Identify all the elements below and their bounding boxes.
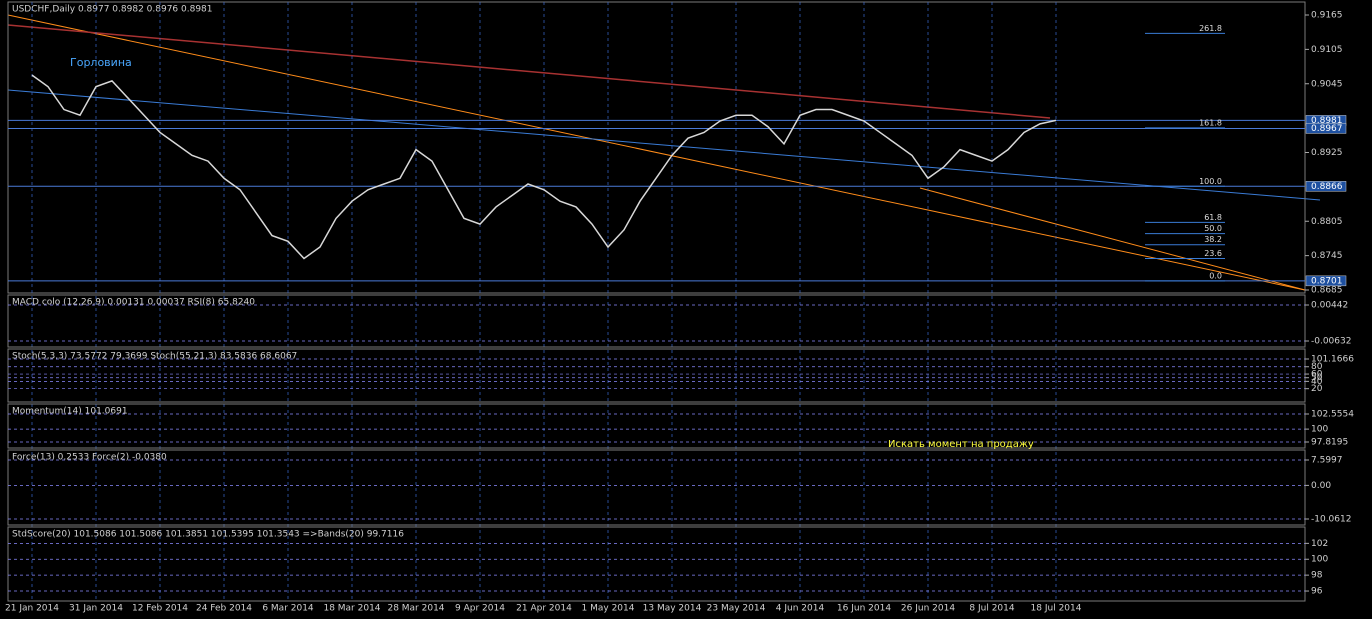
pane-title: USDCHF,Daily 0.8977 0.8982 0.8976 0.8981: [12, 5, 213, 15]
y-tick-label: 80: [1311, 362, 1323, 372]
x-tick-label: 12 Feb 2014: [132, 604, 188, 614]
x-tick-label: 6 Mar 2014: [262, 604, 314, 614]
y-tick-label: 0.9165: [1311, 11, 1343, 21]
fib-label: 261.8: [1199, 24, 1222, 33]
y-tick-label: 40: [1311, 377, 1323, 387]
fib-label: 100.0: [1199, 177, 1222, 186]
y-tick-label: 102.5554: [1311, 410, 1354, 420]
price-line: [31, 74, 1057, 260]
y-tick-label: 0.8685: [1311, 286, 1343, 296]
y-tick-label: -0.00632: [1311, 337, 1351, 347]
x-tick-label: 18 Jul 2014: [1031, 604, 1082, 614]
x-tick-label: 4 Jun 2014: [776, 604, 825, 614]
level-label: 0.8866: [1311, 182, 1343, 192]
x-tick-label: 13 May 2014: [643, 604, 702, 614]
annotation: Горловина: [70, 56, 132, 69]
fib-label: 0.0: [1209, 271, 1222, 280]
x-tick-label: 18 Mar 2014: [323, 604, 380, 614]
y-tick-label: 0.00: [1311, 481, 1331, 491]
y-tick-label: 50: [1311, 373, 1323, 383]
pane-frame: [7, 294, 1306, 348]
y-tick-label: 102: [1311, 539, 1328, 549]
annotation: Искать момент на продажу: [888, 439, 1034, 450]
level-box: [1305, 275, 1347, 287]
level-label: 0.8701: [1311, 276, 1343, 286]
x-tick-label: 8 Jul 2014: [969, 604, 1014, 614]
y-tick-label: 0.9105: [1311, 45, 1343, 55]
pane-frame: [7, 348, 1306, 403]
x-tick-label: 1 May 2014: [582, 604, 635, 614]
x-tick-label: 9 Apr 2014: [455, 604, 505, 614]
pane-frame: [7, 449, 1306, 526]
y-tick-label: 0.9045: [1311, 79, 1343, 89]
level-box: [1305, 123, 1347, 134]
pane-frame: [7, 526, 1306, 602]
pane-frame: [7, 403, 1306, 449]
y-tick-label: 60: [1311, 370, 1323, 380]
level-label: 0.8981: [1311, 116, 1343, 126]
fib-label: 38.2: [1204, 235, 1222, 244]
y-tick-label: 7.5997: [1311, 456, 1343, 466]
y-tick-label: 97.8195: [1311, 438, 1348, 448]
pane-title: MACD colo (12,26,9) 0.00131 0.00037 RSI(…: [12, 298, 255, 308]
fib-label: 161.8: [1199, 118, 1222, 127]
y-tick-label: 96: [1311, 587, 1323, 597]
y-tick-label: -10.0612: [1311, 515, 1351, 525]
y-tick-label: 0.8805: [1311, 217, 1343, 227]
fib-label: 23.6: [1204, 249, 1222, 258]
fib-label: 50.0: [1204, 224, 1222, 233]
x-tick-label: 23 May 2014: [707, 604, 766, 614]
x-tick-label: 16 Jun 2014: [837, 604, 891, 614]
pane-frame: [7, 1, 1306, 294]
fib-label: 61.8: [1204, 213, 1222, 222]
pane-title: StdScore(20) 101.5086 101.5086 101.3851 …: [12, 530, 404, 540]
level-label: 0.8967: [1311, 124, 1343, 134]
x-tick-label: 21 Apr 2014: [516, 604, 572, 614]
y-tick-label: 98: [1311, 571, 1323, 581]
x-tick-label: 21 Jan 2014: [5, 604, 59, 614]
y-tick-label: 100: [1311, 425, 1328, 435]
pane-title: Momentum(14) 101.0691: [12, 407, 128, 417]
y-tick-label: 0.8925: [1311, 148, 1343, 158]
decorations: [7, 14, 1321, 291]
y-tick-label: 100: [1311, 555, 1328, 565]
x-tick-label: 28 Mar 2014: [387, 604, 444, 614]
y-tick-label: 101.1666: [1311, 355, 1354, 365]
pane-title: Force(13) 0.2533 Force(2) -0.0380: [12, 453, 167, 463]
x-tick-label: 31 Jan 2014: [69, 604, 123, 614]
y-tick-label: 20: [1311, 384, 1323, 394]
x-tick-label: 24 Feb 2014: [196, 604, 252, 614]
pane-title: Stoch(5,3,3) 73.5772 79.3699 Stoch(55,21…: [12, 352, 297, 362]
x-tick-label: 26 Jun 2014: [901, 604, 955, 614]
y-tick-label: 0.00442: [1311, 301, 1348, 311]
level-box: [1305, 181, 1347, 192]
y-tick-label: 0.8745: [1311, 251, 1343, 261]
